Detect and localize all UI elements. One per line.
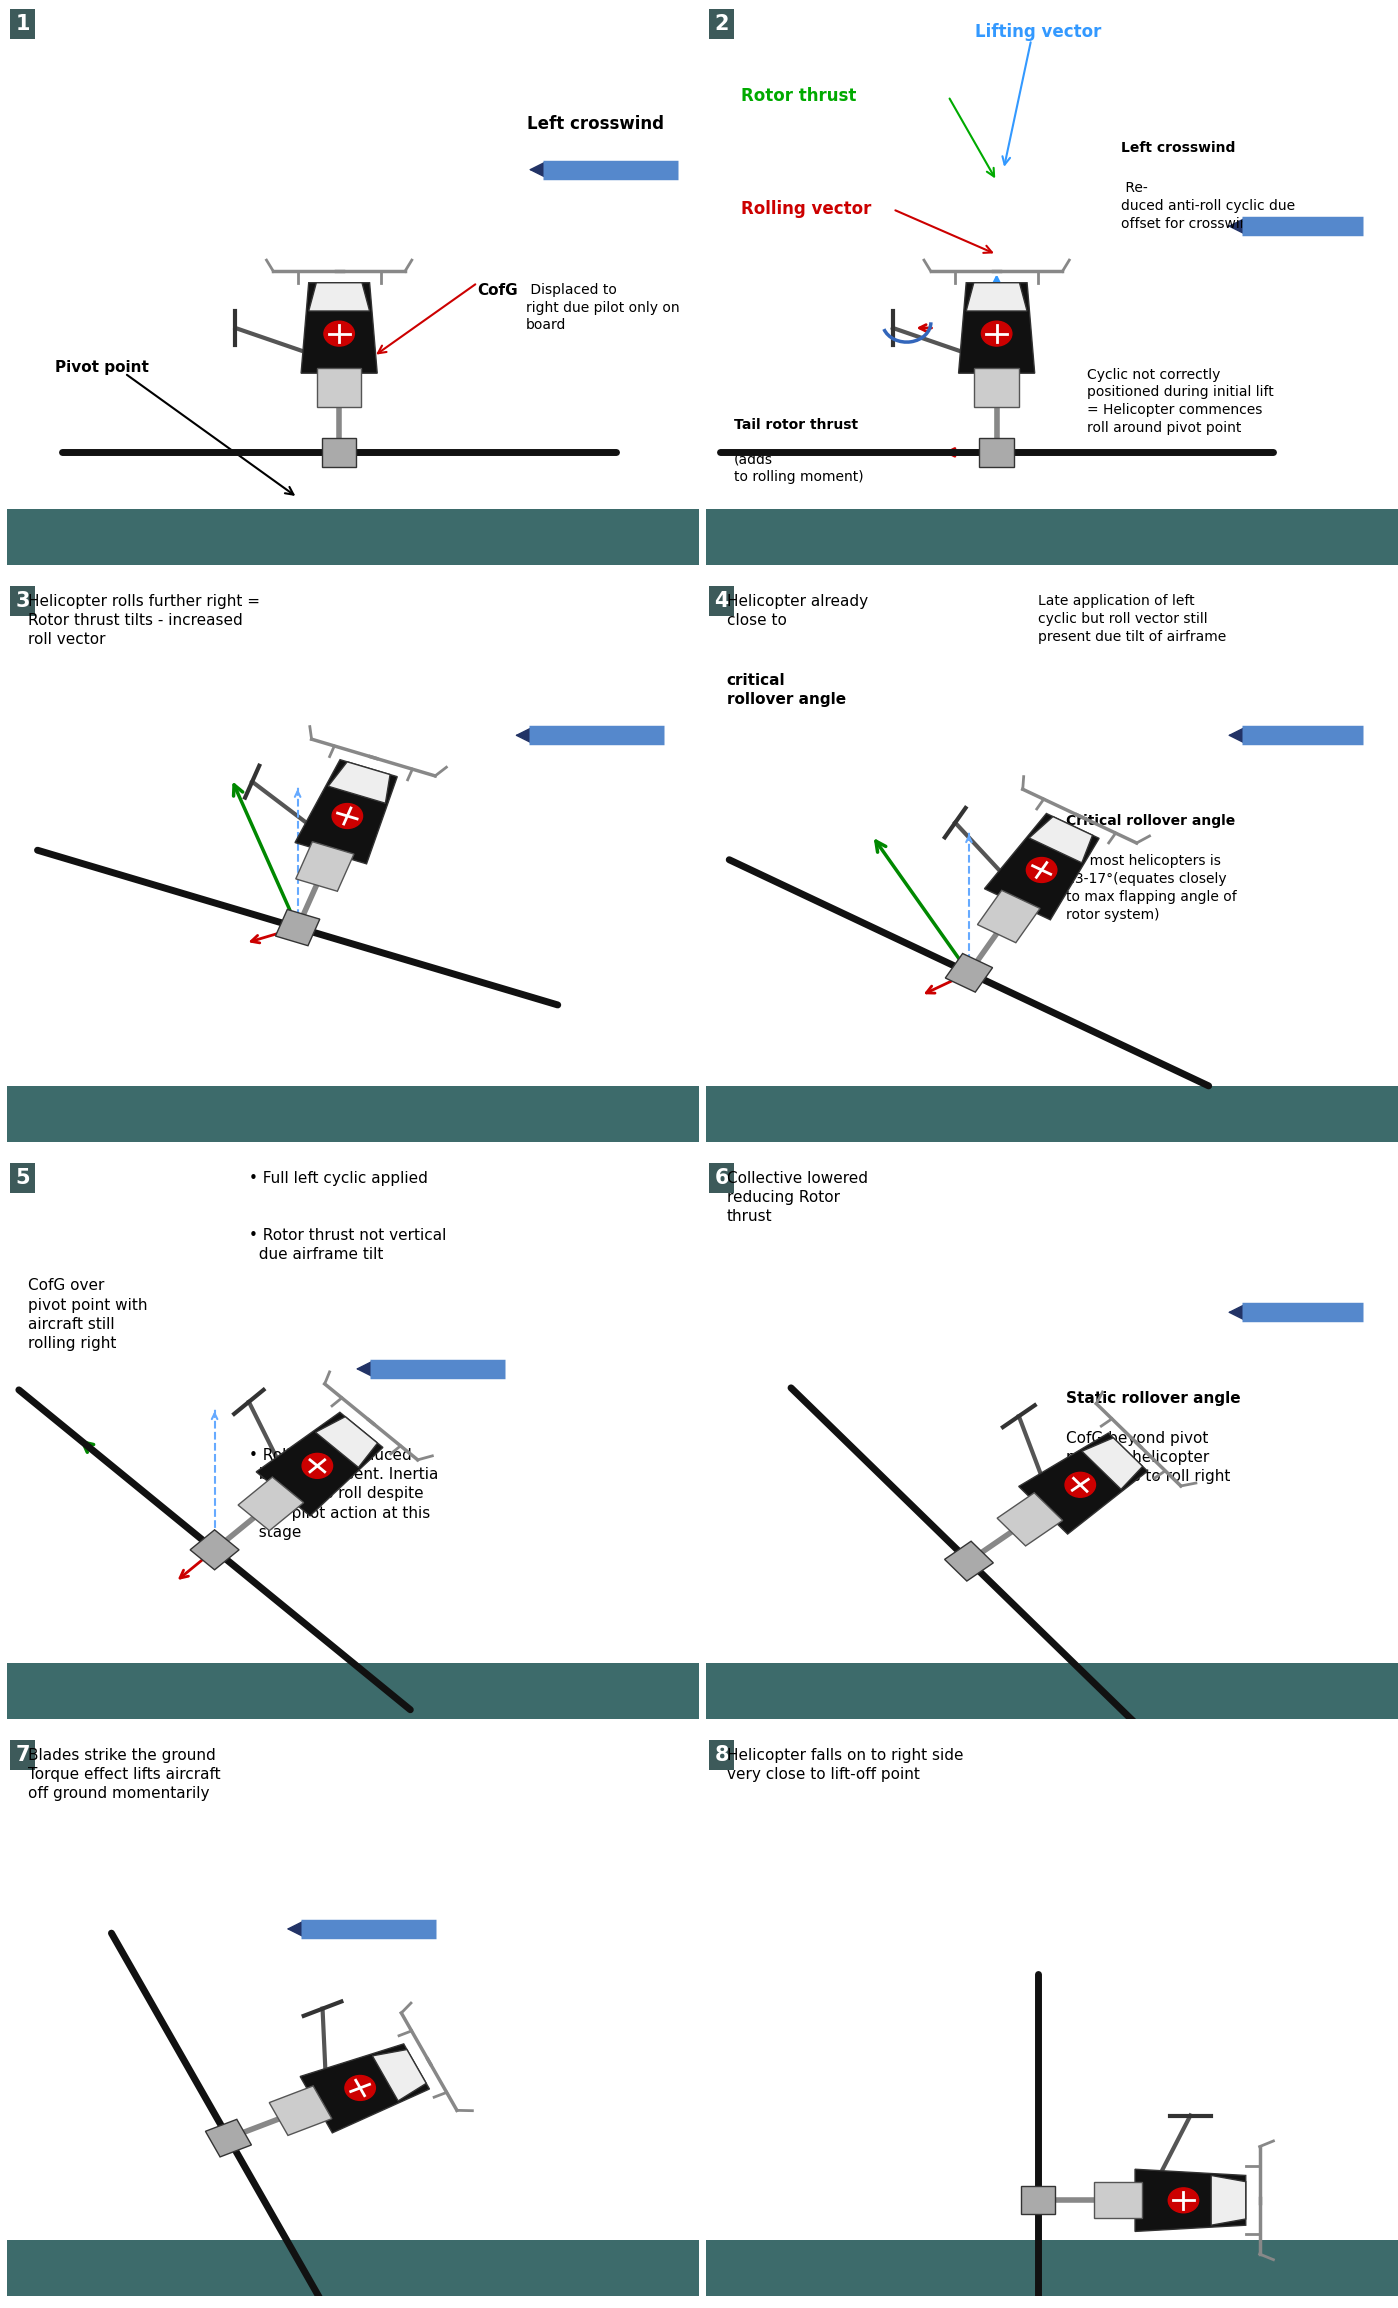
Polygon shape <box>966 284 1028 312</box>
Text: 2: 2 <box>714 14 728 35</box>
Text: 3: 3 <box>15 591 29 612</box>
Text: Left crosswind: Left crosswind <box>527 115 664 134</box>
Text: Rolling vector: Rolling vector <box>741 201 871 219</box>
Text: 1: 1 <box>15 14 29 35</box>
Circle shape <box>1026 859 1057 882</box>
Text: 4: 4 <box>714 591 728 612</box>
Text: 6: 6 <box>714 1168 728 1189</box>
Circle shape <box>324 321 354 346</box>
Text: Rotor thrust: Rotor thrust <box>741 88 856 106</box>
FancyBboxPatch shape <box>7 2239 699 2296</box>
FancyBboxPatch shape <box>706 510 1398 565</box>
Text: • Roll vector reduced
  but still present. Inertia
  continues roll despite
  an: • Roll vector reduced but still present.… <box>249 1447 439 1539</box>
Polygon shape <box>316 1417 377 1468</box>
Polygon shape <box>945 953 993 992</box>
Polygon shape <box>309 284 369 312</box>
Circle shape <box>333 803 362 829</box>
Text: CofG over
pivot point with
aircraft still
rolling right: CofG over pivot point with aircraft stil… <box>28 1279 147 1350</box>
Text: (adds
to rolling moment): (adds to rolling moment) <box>734 452 864 485</box>
Text: Left crosswind: Left crosswind <box>1121 141 1236 155</box>
Polygon shape <box>238 1477 303 1530</box>
Polygon shape <box>1093 2183 1142 2218</box>
Text: critical
rollover angle: critical rollover angle <box>727 674 846 706</box>
Polygon shape <box>997 1493 1062 1546</box>
FancyBboxPatch shape <box>706 1087 1398 1142</box>
Circle shape <box>1169 2188 1198 2213</box>
FancyBboxPatch shape <box>706 2239 1398 2296</box>
Text: • Full left cyclic applied: • Full left cyclic applied <box>249 1170 428 1186</box>
Polygon shape <box>1029 817 1092 863</box>
Text: Critical rollover angle: Critical rollover angle <box>1065 815 1234 829</box>
Text: 7: 7 <box>15 1745 29 1766</box>
Polygon shape <box>256 1412 383 1516</box>
Text: Re-
duced anti-roll cyclic due
offset for crosswind: Re- duced anti-roll cyclic due offset fo… <box>1121 180 1296 231</box>
Text: Helicopter already
close to: Helicopter already close to <box>727 593 868 628</box>
Polygon shape <box>206 2119 252 2158</box>
Polygon shape <box>1082 1438 1142 1489</box>
Text: 5: 5 <box>15 1168 29 1189</box>
FancyBboxPatch shape <box>706 1662 1398 1719</box>
Polygon shape <box>974 367 1019 406</box>
Polygon shape <box>270 2086 331 2135</box>
Polygon shape <box>190 1530 239 1569</box>
Polygon shape <box>301 2045 429 2133</box>
Polygon shape <box>977 891 1040 942</box>
Polygon shape <box>984 812 1099 921</box>
Polygon shape <box>295 759 397 863</box>
Text: • Rotor thrust not vertical
  due airframe tilt: • Rotor thrust not vertical due airframe… <box>249 1228 446 1262</box>
Polygon shape <box>1019 1433 1148 1535</box>
Polygon shape <box>296 842 354 891</box>
Text: for most helicopters is
13-17°(equates closely
to max flapping angle of
rotor sy: for most helicopters is 13-17°(equates c… <box>1065 854 1237 921</box>
Text: 8: 8 <box>714 1745 728 1766</box>
Text: Pivot point: Pivot point <box>56 360 150 374</box>
Circle shape <box>302 1454 333 1479</box>
FancyBboxPatch shape <box>7 510 699 565</box>
FancyBboxPatch shape <box>7 1087 699 1142</box>
Polygon shape <box>372 2050 426 2100</box>
Text: CofG beyond pivot
point so helicopter
continues to roll right: CofG beyond pivot point so helicopter co… <box>1065 1431 1230 1484</box>
Polygon shape <box>1135 2170 1246 2232</box>
Text: Lifting vector: Lifting vector <box>974 23 1102 42</box>
Text: Collective lowered
reducing Rotor
thrust: Collective lowered reducing Rotor thrust <box>727 1170 868 1223</box>
Text: Tail rotor thrust: Tail rotor thrust <box>734 418 858 432</box>
Text: Cyclic not correctly
positioned during initial lift
= Helicopter commences
roll : Cyclic not correctly positioned during i… <box>1086 367 1274 436</box>
Polygon shape <box>329 762 390 803</box>
Text: Static rollover angle: Static rollover angle <box>1065 1392 1240 1406</box>
Circle shape <box>345 2075 376 2100</box>
Polygon shape <box>275 909 320 946</box>
FancyBboxPatch shape <box>7 1662 699 1719</box>
Text: Helicopter falls on to right side
very close to lift-off point: Helicopter falls on to right side very c… <box>727 1747 963 1782</box>
Polygon shape <box>317 367 361 406</box>
Text: Helicopter rolls further right =
Rotor thrust tilts - increased
roll vector: Helicopter rolls further right = Rotor t… <box>28 593 260 646</box>
Polygon shape <box>959 284 1035 374</box>
Polygon shape <box>1021 2186 1055 2213</box>
Polygon shape <box>301 284 377 374</box>
Text: Late application of left
cyclic but roll vector still
present due tilt of airfra: Late application of left cyclic but roll… <box>1039 593 1226 644</box>
Circle shape <box>981 321 1012 346</box>
Text: Blades strike the ground
Torque effect lifts aircraft
off ground momentarily: Blades strike the ground Torque effect l… <box>28 1747 221 1800</box>
Polygon shape <box>980 439 1014 466</box>
Polygon shape <box>322 439 356 466</box>
Polygon shape <box>945 1542 994 1581</box>
Polygon shape <box>1211 2176 1246 2225</box>
Text: Displaced to
right due pilot only on
board: Displaced to right due pilot only on boa… <box>526 284 679 332</box>
Text: CofG: CofG <box>478 284 519 298</box>
Circle shape <box>1065 1473 1096 1498</box>
